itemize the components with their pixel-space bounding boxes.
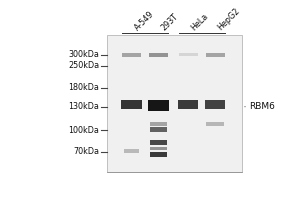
Text: HepG2: HepG2 <box>216 7 242 32</box>
Text: 70kDa: 70kDa <box>73 147 99 156</box>
Text: 300kDa: 300kDa <box>68 50 99 59</box>
Bar <box>206 53 225 57</box>
Bar <box>122 53 141 57</box>
Text: 180kDa: 180kDa <box>68 83 99 92</box>
Text: 293T: 293T <box>160 12 180 32</box>
Text: 100kDa: 100kDa <box>68 126 99 135</box>
Text: HeLa: HeLa <box>189 12 210 32</box>
Bar <box>124 149 139 153</box>
Text: 250kDa: 250kDa <box>68 61 99 70</box>
Bar <box>122 100 142 109</box>
Text: A-549: A-549 <box>133 9 156 32</box>
Bar <box>178 100 198 109</box>
Bar <box>148 100 169 111</box>
Bar <box>150 140 167 145</box>
Bar <box>206 122 224 126</box>
Bar <box>150 127 167 132</box>
Bar <box>149 53 168 57</box>
Text: RBM6: RBM6 <box>249 102 275 111</box>
Bar <box>150 152 167 157</box>
Bar <box>179 53 198 56</box>
Bar <box>150 147 167 150</box>
Bar <box>107 35 242 172</box>
Text: 130kDa: 130kDa <box>68 102 99 111</box>
Bar <box>150 122 167 126</box>
Bar <box>205 100 225 109</box>
